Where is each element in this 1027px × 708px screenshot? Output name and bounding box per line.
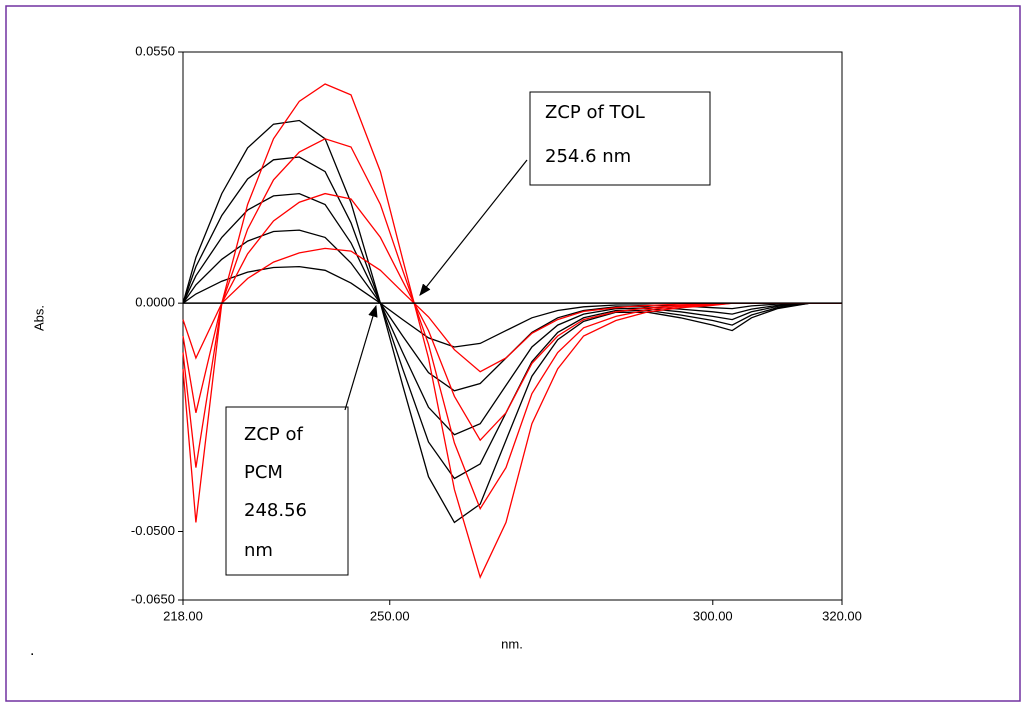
annotation-arrow	[344, 304, 378, 411]
x-axis-label: nm.	[501, 636, 523, 651]
annotation-box	[529, 91, 711, 186]
x-tick-label: 218.00	[163, 608, 203, 623]
annotation-text: ZCP of	[244, 424, 303, 445]
spectrum-line	[182, 265, 842, 348]
annotation-box	[225, 406, 349, 576]
annotation-text: nm	[244, 540, 273, 561]
annotation-text: PCM	[244, 462, 283, 483]
y-tick-label: -0.0500	[131, 523, 175, 538]
annotation-text: 248.56	[244, 500, 307, 521]
note: .	[30, 642, 34, 659]
spectrum-line	[182, 156, 842, 480]
y-tick-label: -0.0650	[131, 591, 175, 606]
y-tick-label: 0.0550	[135, 43, 175, 58]
annotation-arrow	[419, 159, 528, 296]
y-tick-label: 0.0000	[135, 295, 175, 310]
spectrum-line	[182, 192, 842, 436]
frame	[5, 5, 1021, 702]
x-tick-label: 250.00	[370, 608, 410, 623]
x-tick-label: 320.00	[822, 608, 862, 623]
annotation-text: 254.6 nm	[545, 146, 631, 167]
spectrum-line	[182, 119, 842, 524]
y-axis-label: Abs.	[31, 305, 46, 331]
x-tick-label: 300.00	[693, 608, 733, 623]
plot-frame	[182, 51, 843, 601]
annotation-text: ZCP of TOL	[545, 102, 645, 123]
spectrum-line	[182, 229, 842, 392]
